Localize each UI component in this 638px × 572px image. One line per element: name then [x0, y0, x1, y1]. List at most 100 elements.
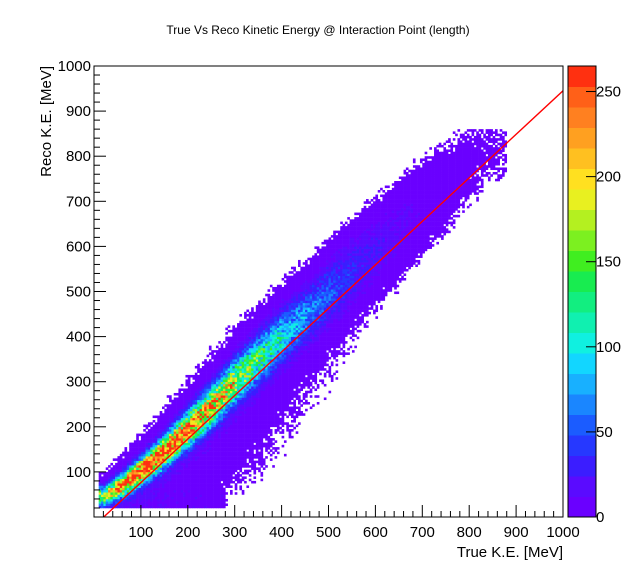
heatmap-bin — [147, 435, 151, 439]
heatmap-bin — [312, 370, 315, 373]
heatmap-bin — [225, 395, 228, 398]
heatmap-bin — [283, 388, 287, 392]
heatmap-bin — [126, 471, 130, 475]
heatmap-bin — [298, 347, 301, 351]
heatmap-bin — [251, 392, 254, 396]
heatmap-bin — [269, 417, 273, 421]
heatmap-bin — [143, 492, 146, 495]
heatmap-bin — [262, 363, 266, 367]
heatmap-bin — [293, 325, 296, 328]
heatmap-bin — [204, 433, 207, 437]
heatmap-bin — [307, 352, 311, 355]
heatmap-bin — [199, 390, 203, 394]
heatmap-bin — [314, 345, 318, 349]
heatmap-bin — [286, 406, 289, 410]
heatmap-bin — [164, 420, 167, 423]
heatmap-bin — [246, 379, 250, 382]
heatmap-bin — [279, 431, 282, 434]
heatmap-bin — [302, 392, 306, 396]
heatmap-bin — [244, 374, 247, 378]
heatmap-bin — [265, 359, 268, 362]
heatmap-bin — [122, 458, 125, 461]
heatmap-bin — [258, 469, 261, 473]
heatmap-bin — [265, 377, 268, 380]
heatmap-bin — [105, 480, 109, 484]
heatmap-bin — [140, 433, 144, 437]
heatmap-bin — [190, 467, 193, 470]
heatmap-bin — [150, 503, 153, 507]
heatmap-bin — [267, 316, 271, 319]
heatmap-bin — [260, 374, 264, 378]
heatmap-bin — [302, 302, 306, 306]
heatmap-bin — [227, 408, 231, 412]
heatmap-bin — [309, 365, 313, 369]
heatmap-bin — [180, 411, 184, 414]
heatmap-bin — [112, 501, 116, 504]
heatmap-bin — [136, 489, 139, 493]
heatmap-bin — [248, 420, 252, 423]
heatmap-bin — [204, 420, 207, 423]
heatmap-bin — [169, 483, 172, 486]
heatmap-bin — [199, 480, 203, 484]
heatmap-bin — [220, 503, 224, 507]
heatmap-bin — [279, 356, 282, 360]
heatmap-bin — [119, 453, 123, 457]
heatmap-bin — [298, 413, 301, 416]
heatmap-bin — [286, 377, 289, 380]
heatmap-bin — [131, 474, 135, 477]
heatmap-bin — [232, 383, 235, 387]
heatmap-bin — [239, 467, 243, 470]
heatmap-bin — [302, 305, 306, 308]
heatmap-bin — [131, 496, 135, 500]
heatmap-bin — [173, 435, 177, 439]
heatmap-bin — [140, 467, 144, 470]
heatmap-bin — [248, 401, 252, 405]
heatmap-bin — [145, 492, 149, 495]
heatmap-bin — [199, 368, 203, 371]
heatmap-bin — [290, 429, 294, 432]
heatmap-bin — [183, 458, 186, 461]
heatmap-bin — [244, 329, 247, 333]
heatmap-bin — [244, 401, 247, 405]
heatmap-bin — [180, 478, 184, 482]
heatmap-bin — [269, 411, 273, 414]
heatmap-bin — [131, 505, 135, 509]
heatmap-bin — [293, 420, 296, 423]
heatmap-bin — [255, 420, 259, 423]
heatmap-bin — [293, 305, 296, 308]
heatmap-bin — [222, 388, 226, 392]
heatmap-bin — [248, 478, 252, 482]
heatmap-bin — [199, 379, 203, 382]
heatmap-bin — [199, 422, 203, 425]
heatmap-bin — [246, 336, 250, 340]
heatmap-bin — [248, 431, 252, 434]
heatmap-bin — [265, 341, 268, 344]
heatmap-bin — [115, 485, 118, 488]
heatmap-bin — [237, 379, 240, 382]
heatmap-bin — [169, 460, 172, 464]
heatmap-bin — [248, 325, 252, 328]
heatmap-bin — [239, 460, 243, 464]
heatmap-bin — [176, 449, 179, 452]
heatmap-bin — [187, 496, 191, 500]
heatmap-bin — [211, 460, 214, 464]
heatmap-bin — [166, 431, 170, 434]
heatmap-bin — [276, 397, 280, 401]
heatmap-bin — [98, 501, 102, 504]
heatmap-bin — [166, 480, 170, 484]
heatmap-bin — [201, 440, 205, 443]
heatmap-bin — [213, 467, 217, 470]
heatmap-bin — [218, 399, 221, 403]
heatmap-bin — [300, 298, 304, 301]
heatmap-bin — [197, 433, 200, 437]
heatmap-bin — [267, 431, 271, 434]
heatmap-bin — [199, 429, 203, 432]
heatmap-bin — [171, 438, 175, 441]
heatmap-bin — [213, 386, 217, 389]
heatmap-bin — [213, 395, 217, 398]
heatmap-bin — [131, 485, 135, 488]
heatmap-bin — [298, 314, 301, 317]
heatmap-bin — [154, 442, 158, 446]
heatmap-bin — [145, 462, 149, 466]
heatmap-bin — [260, 433, 264, 437]
